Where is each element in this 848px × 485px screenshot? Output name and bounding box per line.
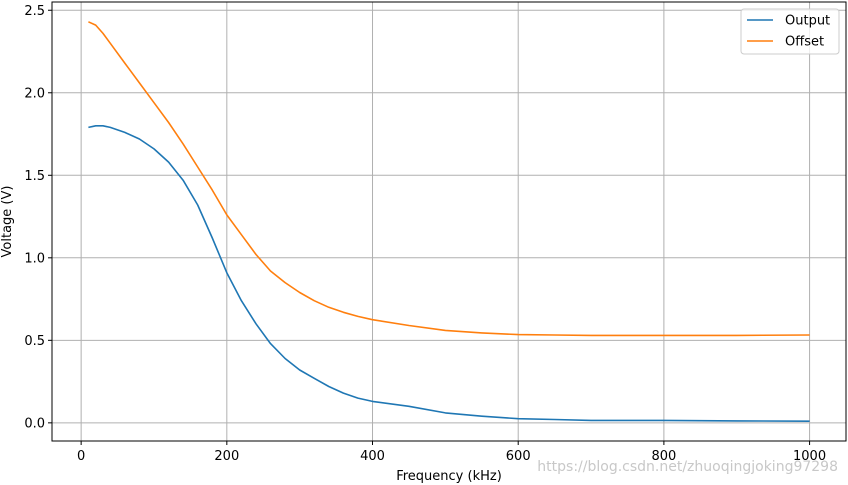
watermark: https://blog.csdn.net/zhuoqingjoking9729… (537, 459, 838, 475)
x-tick-label: 1000 (793, 449, 826, 464)
x-tick-label: 0 (77, 449, 85, 464)
series-layer (88, 21, 810, 423)
y-tick-label: 2.5 (24, 4, 45, 19)
legend-label: Offset (785, 35, 824, 50)
y-tick-label: 2.0 (24, 86, 45, 101)
y-tick-label: 1.5 (24, 169, 45, 184)
y-tick-label: 1.0 (24, 251, 45, 266)
x-tick-label: 200 (214, 449, 239, 464)
x-axis-ticks: 0 200 400 600 800 1000 (77, 441, 826, 464)
y-axis-title: Voltage (V) (0, 186, 15, 258)
y-tick-label: 0.0 (24, 416, 45, 431)
x-tick-label: 600 (506, 449, 531, 464)
y-tick-label: 0.5 (24, 334, 45, 349)
x-tick-label: 400 (360, 449, 385, 464)
x-axis-title: Frequency (kHz) (396, 469, 502, 484)
series-line-output (88, 125, 810, 423)
series-line-offset (88, 21, 810, 337)
legend: Output Offset (740, 8, 840, 55)
legend-label: Output (785, 14, 830, 29)
plot-frame (51, 1, 847, 442)
x-tick-label: 800 (651, 449, 676, 464)
y-axis-ticks: 0.0 0.5 1.0 1.5 2.0 2.5 (24, 4, 52, 431)
grid (52, 2, 846, 441)
